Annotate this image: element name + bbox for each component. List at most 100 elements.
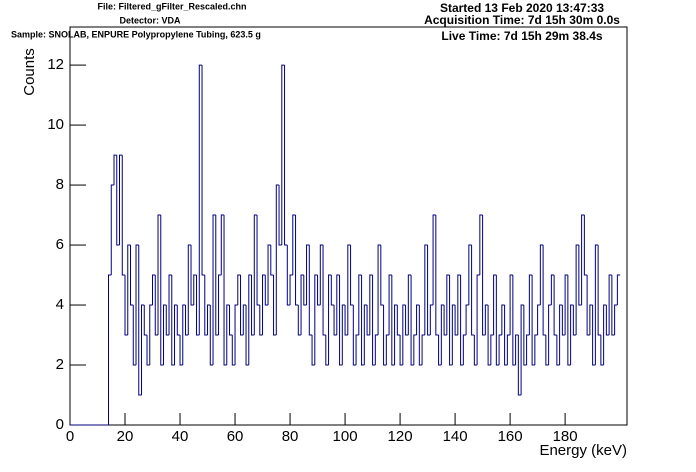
y-tick-label: 12 [47,56,64,73]
histogram-bin [325,335,329,366]
histogram-bin [113,154,117,186]
histogram-bin [556,335,560,366]
histogram-bin [586,275,590,336]
histogram-bin [306,244,310,306]
histogram-bin [487,305,491,366]
histogram-bin [600,335,604,366]
histogram-bin [242,304,247,336]
histogram-bin [171,275,175,366]
histogram-bin [256,215,260,306]
histogram-bin [154,275,159,336]
histogram-bin [449,275,453,366]
x-tick-label: 140 [443,428,468,445]
histogram-bin [429,304,434,336]
histogram-bin [394,304,398,366]
y-tick-label: 2 [56,356,64,373]
plot-frame [69,26,628,426]
histogram-bin [143,305,148,336]
histogram-bin [460,275,464,366]
histogram-bin [237,274,241,306]
histogram-bin [482,215,486,336]
histogram-bin [418,305,423,366]
histogram-bin [229,305,233,336]
histogram-bin [399,335,403,366]
histogram-bin [517,335,522,396]
histogram-bin [127,244,131,336]
histogram-bin [545,335,549,366]
histogram-bin [561,305,566,336]
histogram-bin [366,305,370,336]
histogram-bin [281,64,285,246]
histogram-bin [176,305,181,336]
histogram-bin [473,335,478,366]
histogram-bin [157,214,161,336]
histogram-bin [300,274,304,336]
header-started: Started 13 Feb 2020 13:47:33 [440,1,604,15]
histogram-bin [207,304,211,336]
histogram-bin [174,304,178,366]
histogram-bin [119,154,123,246]
histogram-bin [363,304,368,366]
histogram-bin [592,305,596,366]
histogram-bin [616,274,621,306]
x-tick-label: 100 [333,428,358,445]
histogram-bin [110,184,115,276]
histogram-bin [578,245,582,306]
histogram-bin [427,245,431,336]
histogram-bin [259,305,263,336]
histogram-bin [520,304,524,396]
histogram-bin [526,334,530,366]
histogram-bin [264,275,269,306]
histogram-bin [187,244,192,336]
histogram-bin [168,274,172,336]
histogram-bin [583,215,588,276]
histogram-bin [295,215,299,306]
histogram-bin [440,304,445,366]
x-axis-label: Energy (keV) [539,442,627,459]
histogram-bin [245,305,249,366]
histogram-bin [498,334,502,366]
histogram-bin [451,304,456,366]
histogram-bin [597,245,601,336]
histogram-bin [355,334,359,366]
histogram-bin [512,275,516,366]
x-tick-label: 60 [227,428,244,445]
histogram-bin [605,305,610,336]
histogram-bin [344,305,348,336]
histogram-bin [226,304,230,366]
histogram-bin [253,214,258,336]
histogram-bin [495,275,500,366]
histogram-bin [223,215,227,366]
histogram-bin [603,304,607,366]
histogram-bin [443,305,447,336]
histogram-bin [121,155,126,276]
histogram-bin [435,215,439,336]
histogram-bin [589,304,593,336]
histogram-bin [380,245,384,306]
histogram-bin [311,335,315,366]
histogram-bin [405,305,409,336]
histogram-bin [402,304,406,366]
histogram-bin [581,214,585,306]
x-tick-label: 80 [282,428,299,445]
histogram-bin [410,275,414,366]
histogram-bin [209,305,214,366]
histogram-bin [493,274,497,336]
histogram-bin [377,244,381,336]
histogram-bin [567,275,571,366]
histogram-bin [515,334,519,366]
histogram-bin [396,305,401,336]
histogram-bin [432,214,436,306]
histogram-bin [352,305,357,366]
histogram-bin [336,274,340,336]
histogram-bin [314,274,318,366]
histogram-bin [537,304,541,336]
histogram-bin [163,304,167,366]
histogram-bin [531,275,535,366]
histogram-bin [369,274,373,336]
histogram-bin [413,334,417,366]
x-tick-label: 20 [117,428,134,445]
histogram-bin [108,274,112,425]
histogram-bin [539,244,544,306]
